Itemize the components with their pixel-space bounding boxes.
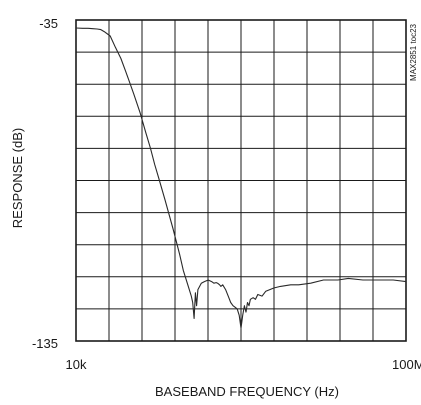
figure-id-annotation: MAX2851 toc23 (409, 23, 418, 80)
y-tick-bottom: -135 (32, 336, 58, 351)
x-axis-label: BASEBAND FREQUENCY (Hz) (155, 384, 339, 399)
x-tick-left: 10k (66, 357, 87, 372)
plot-grid (76, 20, 406, 341)
y-axis-label: RESPONSE (dB) (10, 128, 25, 228)
plot-frame (75, 19, 407, 342)
x-tick-right: 100M (392, 357, 421, 372)
y-tick-top: -35 (39, 16, 58, 31)
response-curve (75, 27, 407, 329)
